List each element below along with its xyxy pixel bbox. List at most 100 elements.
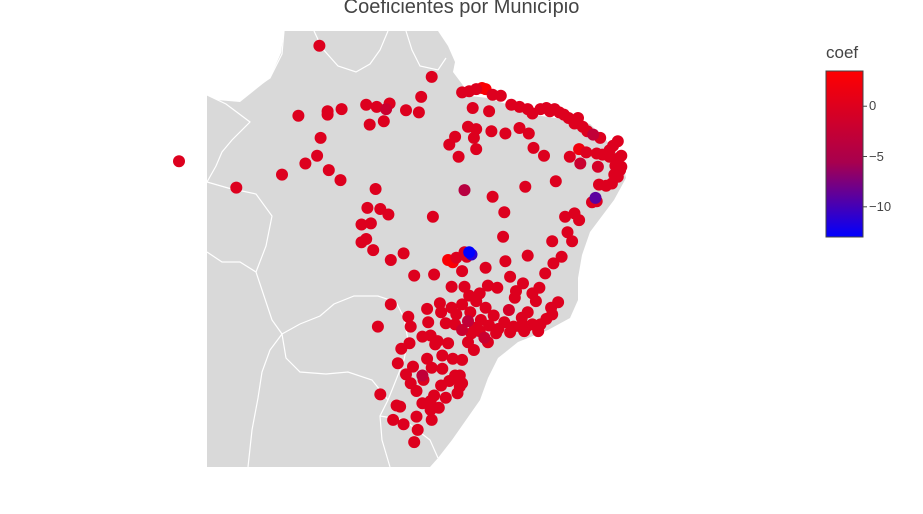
municipio-point[interactable] bbox=[429, 338, 442, 351]
municipio-point[interactable] bbox=[470, 295, 483, 308]
municipio-point[interactable] bbox=[321, 108, 334, 121]
municipio-point[interactable] bbox=[467, 344, 480, 356]
municipio-point[interactable] bbox=[568, 207, 581, 220]
municipio-point[interactable] bbox=[432, 401, 445, 414]
municipio-point[interactable] bbox=[534, 318, 547, 331]
municipio-point[interactable] bbox=[435, 379, 448, 392]
municipio-point[interactable] bbox=[334, 174, 347, 187]
municipio-point[interactable] bbox=[527, 141, 540, 154]
municipio-point[interactable] bbox=[449, 371, 462, 384]
municipio-point[interactable] bbox=[593, 178, 605, 191]
municipio-point[interactable] bbox=[446, 352, 459, 365]
municipio-point[interactable] bbox=[322, 164, 335, 177]
municipio-point[interactable] bbox=[479, 301, 492, 314]
municipio-point[interactable] bbox=[314, 131, 327, 144]
municipio-point[interactable] bbox=[458, 184, 471, 197]
municipio-point[interactable] bbox=[549, 175, 562, 188]
municipio-point[interactable] bbox=[416, 330, 429, 343]
municipio-point[interactable] bbox=[380, 103, 393, 116]
municipio-point[interactable] bbox=[546, 235, 559, 248]
municipio-point[interactable] bbox=[515, 311, 528, 324]
municipio-point[interactable] bbox=[435, 306, 448, 319]
municipio-point[interactable] bbox=[504, 270, 517, 283]
municipio-point[interactable] bbox=[456, 298, 469, 311]
municipio-point[interactable] bbox=[390, 399, 403, 412]
municipio-point[interactable] bbox=[407, 360, 419, 373]
municipio-point[interactable] bbox=[456, 353, 469, 366]
municipio-point[interactable] bbox=[456, 265, 469, 278]
municipio-point[interactable] bbox=[276, 168, 288, 181]
municipio-point[interactable] bbox=[561, 226, 574, 239]
municipio-point[interactable] bbox=[411, 423, 424, 436]
municipio-point[interactable] bbox=[292, 109, 305, 122]
municipio-point[interactable] bbox=[426, 210, 439, 223]
municipio-point[interactable] bbox=[517, 277, 529, 290]
municipio-point[interactable] bbox=[404, 320, 417, 333]
municipio-point[interactable] bbox=[361, 201, 374, 214]
municipio-point[interactable] bbox=[510, 285, 522, 298]
municipio-point[interactable] bbox=[313, 39, 326, 52]
municipio-point[interactable] bbox=[367, 244, 380, 257]
municipio-point[interactable] bbox=[442, 337, 455, 350]
municipio-point[interactable] bbox=[425, 70, 438, 83]
municipio-point[interactable] bbox=[456, 324, 469, 336]
municipio-point[interactable] bbox=[574, 157, 587, 170]
municipio-point[interactable] bbox=[355, 236, 368, 249]
municipio-point[interactable] bbox=[397, 247, 410, 260]
municipio-point[interactable] bbox=[450, 251, 463, 264]
municipio-point[interactable] bbox=[547, 257, 560, 270]
municipio-point[interactable] bbox=[422, 316, 435, 329]
municipio-point[interactable] bbox=[173, 155, 185, 168]
municipio-point[interactable] bbox=[521, 249, 534, 262]
municipio-point[interactable] bbox=[463, 246, 476, 259]
municipio-point[interactable] bbox=[439, 391, 452, 404]
municipio-point[interactable] bbox=[490, 327, 503, 340]
municipio-point[interactable] bbox=[519, 180, 532, 193]
municipio-point[interactable] bbox=[494, 89, 507, 102]
municipio-point[interactable] bbox=[436, 362, 449, 375]
municipio-point[interactable] bbox=[478, 331, 491, 344]
municipio-point[interactable] bbox=[416, 397, 429, 410]
municipio-point[interactable] bbox=[421, 302, 434, 315]
municipio-point[interactable] bbox=[402, 310, 415, 323]
municipio-point[interactable] bbox=[479, 261, 492, 274]
municipio-point[interactable] bbox=[377, 115, 390, 128]
municipio-point[interactable] bbox=[433, 297, 446, 310]
municipio-point[interactable] bbox=[559, 210, 572, 223]
municipio-point[interactable] bbox=[591, 160, 604, 173]
municipio-point[interactable] bbox=[589, 191, 602, 204]
municipio-point[interactable] bbox=[498, 206, 511, 219]
municipio-point[interactable] bbox=[590, 147, 603, 160]
municipio-point[interactable] bbox=[462, 315, 474, 328]
municipio-point[interactable] bbox=[439, 317, 452, 330]
municipio-point[interactable] bbox=[355, 218, 368, 231]
municipio-point[interactable] bbox=[450, 308, 463, 321]
municipio-point[interactable] bbox=[486, 190, 499, 203]
municipio-point[interactable] bbox=[425, 361, 438, 374]
municipio-point[interactable] bbox=[470, 143, 483, 156]
municipio-point[interactable] bbox=[384, 254, 397, 266]
municipio-point[interactable] bbox=[533, 281, 546, 294]
municipio-point[interactable] bbox=[230, 181, 243, 194]
municipio-point[interactable] bbox=[504, 326, 517, 339]
municipio-point[interactable] bbox=[408, 269, 421, 282]
municipio-point[interactable] bbox=[502, 304, 515, 316]
municipio-point[interactable] bbox=[374, 388, 387, 401]
municipio-point[interactable] bbox=[546, 308, 559, 321]
municipio-point[interactable] bbox=[412, 106, 425, 119]
municipio-point[interactable] bbox=[404, 377, 417, 390]
municipio-point[interactable] bbox=[384, 298, 397, 311]
municipio-point[interactable] bbox=[539, 267, 552, 280]
municipio-point[interactable] bbox=[513, 122, 526, 134]
municipio-point[interactable] bbox=[485, 125, 498, 138]
municipio-point[interactable] bbox=[522, 127, 535, 140]
municipio-point[interactable] bbox=[555, 250, 568, 263]
municipio-point[interactable] bbox=[436, 349, 449, 362]
municipio-point[interactable] bbox=[425, 413, 438, 426]
municipio-point[interactable] bbox=[470, 83, 483, 96]
municipio-point[interactable] bbox=[360, 98, 373, 111]
municipio-point[interactable] bbox=[483, 105, 496, 118]
municipio-point[interactable] bbox=[311, 149, 324, 162]
municipio-point[interactable] bbox=[370, 100, 383, 113]
